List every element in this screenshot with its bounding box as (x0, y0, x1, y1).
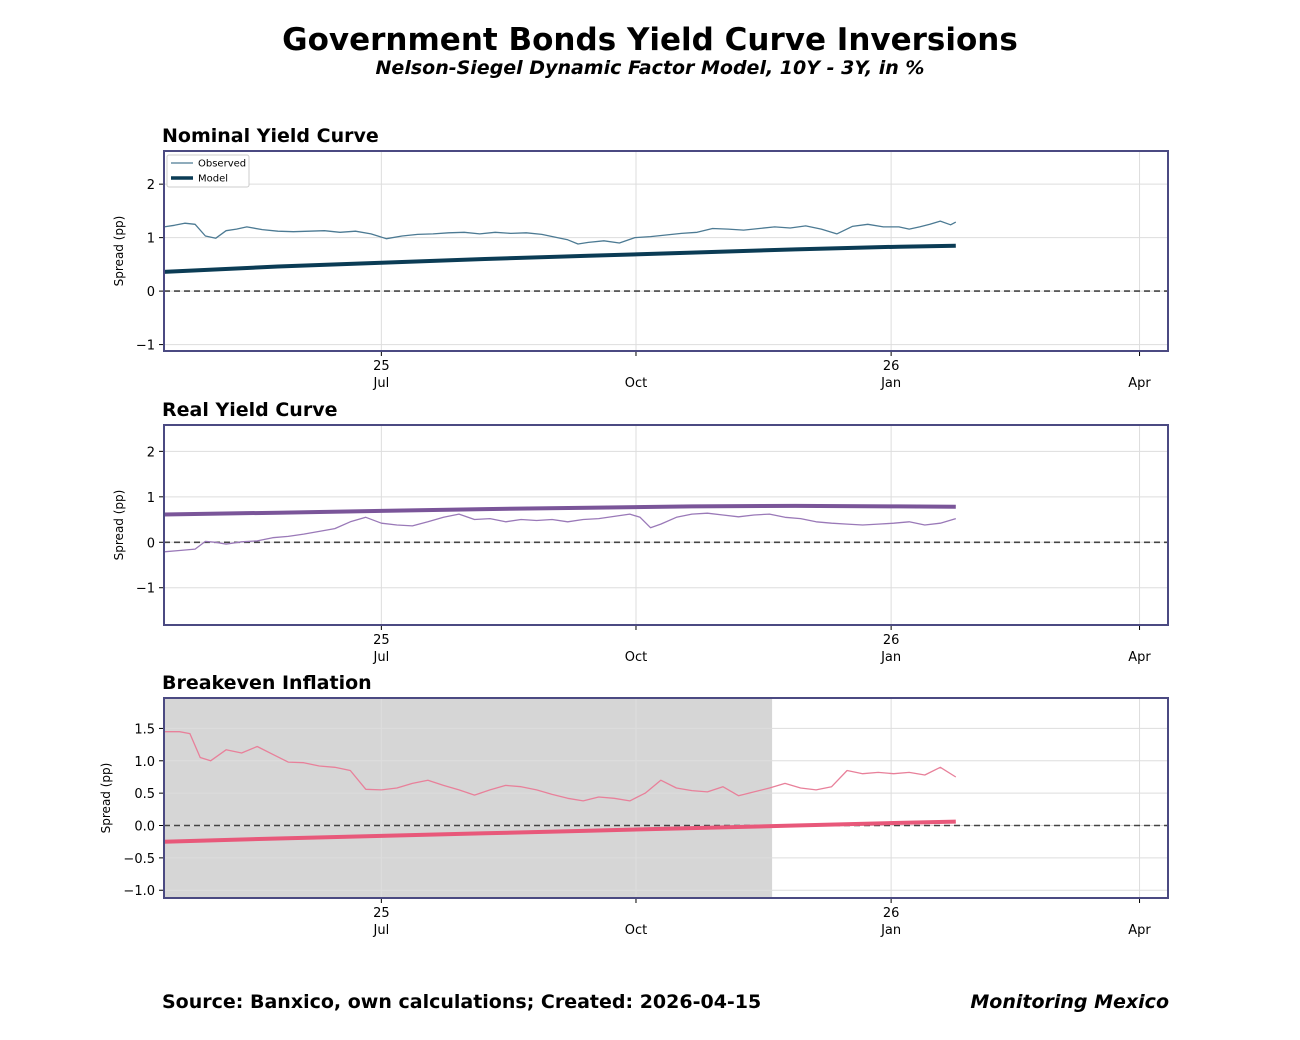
x-tick-label: Apr (1128, 650, 1151, 665)
plot-frame (163, 697, 1169, 899)
x-tick-label: Oct (625, 923, 647, 938)
y-tick-label: 0.5 (134, 787, 155, 802)
series-line-observed (163, 220, 957, 245)
chart-title: Real Yield Curve (162, 399, 337, 421)
x-tick-label: Jan (880, 923, 901, 938)
x-tick-label: Oct (625, 376, 647, 391)
x-tick-label: 25 (373, 633, 390, 648)
y-tick-label: 0.0 (134, 820, 155, 835)
series-line-observed (163, 512, 956, 553)
y-tick-label: 1.0 (134, 755, 155, 770)
y-tick-label: −0.5 (123, 852, 155, 867)
y-tick-label: 0 (147, 285, 155, 300)
y-tick-label: 2 (147, 178, 155, 193)
x-tick-label: Jul (373, 923, 390, 938)
y-tick-label: 0 (147, 536, 155, 551)
x-tick-label: 26 (883, 359, 900, 374)
x-tick-label: Jan (880, 376, 901, 391)
y-tick-label: −1 (136, 339, 155, 354)
source-note: Source: Banxico, own calculations; Creat… (162, 991, 762, 1013)
series-line-model (163, 243, 956, 274)
x-tick-label: Jan (880, 650, 901, 665)
chart-panel-1: Nominal Yield Curve −1 0 1 2 25 Jul Oct 26 Jan Apr… (112, 125, 1169, 391)
chart-title: Breakeven Inflation (162, 672, 372, 694)
legend-label: Model (198, 174, 228, 185)
plot-frame (163, 424, 1169, 626)
chart-panel-2: Real Yield Curve −1 0 1 2 25 Jul Oct 26 Jan Apr Spr… (112, 399, 1169, 665)
x-tick-label: 26 (883, 633, 900, 648)
page-subtitle: Nelson-Siegel Dynamic Factor Model, 10Y … (375, 57, 925, 79)
x-tick-label: Apr (1128, 923, 1151, 938)
brand-label: Monitoring Mexico (970, 991, 1169, 1013)
x-tick-label: Apr (1128, 376, 1151, 391)
y-tick-label: −1.0 (123, 884, 155, 899)
series-line-model (163, 819, 956, 844)
x-tick-label: Oct (625, 650, 647, 665)
legend: Observed Model (166, 154, 250, 188)
legend-label: Observed (198, 159, 246, 170)
x-tick-label: 25 (373, 359, 390, 374)
plot-frame (163, 150, 1169, 352)
x-tick-label: 25 (373, 906, 390, 921)
shaded-region (164, 698, 773, 898)
y-axis-label: Spread (pp) (112, 216, 126, 287)
chart-title: Nominal Yield Curve (162, 125, 379, 147)
y-tick-label: 1 (147, 232, 155, 247)
y-tick-label: 1 (147, 491, 155, 506)
page-title: Government Bonds Yield Curve Inversions (282, 22, 1018, 58)
series-line-observed (164, 731, 957, 802)
y-axis-label: Spread (pp) (99, 763, 113, 834)
chart-panel-3: Breakeven Inflation −1.0 −0.5 0.0 0.5 1.0 1.5 2… (99, 672, 1169, 938)
x-tick-label: Jul (373, 650, 390, 665)
y-axis-label: Spread (pp) (112, 490, 126, 561)
y-tick-label: 1.5 (134, 722, 155, 737)
series-line-model (163, 503, 956, 517)
y-tick-label: 2 (147, 445, 155, 460)
x-tick-label: 26 (883, 906, 900, 921)
x-tick-label: Jul (373, 376, 390, 391)
y-tick-label: −1 (136, 582, 155, 597)
